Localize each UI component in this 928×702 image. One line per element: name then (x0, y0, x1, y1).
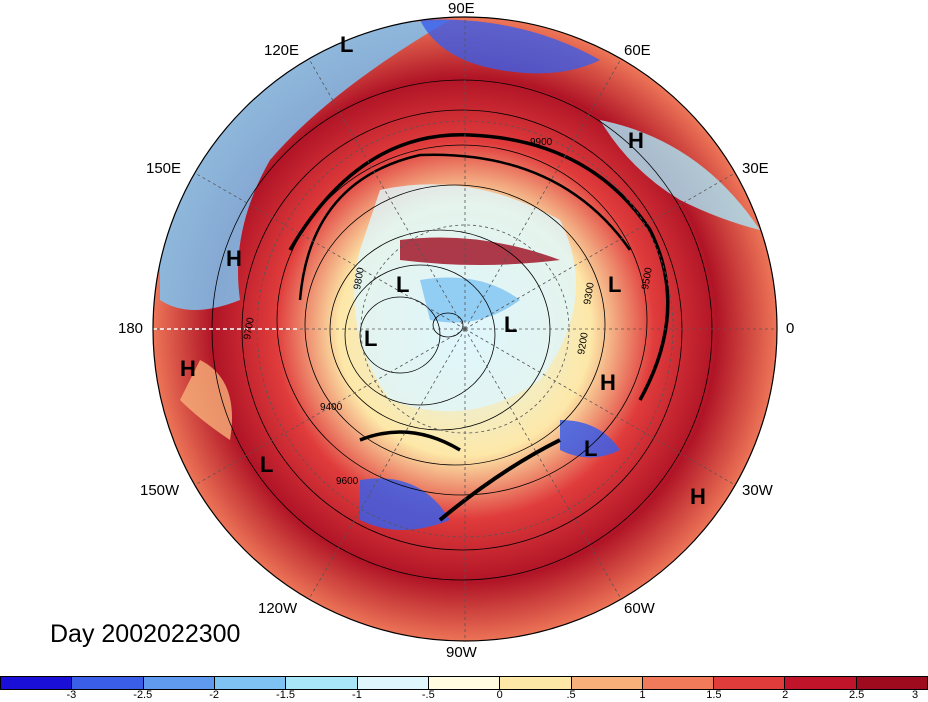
height-contour (344, 264, 496, 406)
colorbar-tick-label: .5 (566, 689, 576, 701)
lon-label-180: 180 (118, 320, 144, 337)
lon-label-30e: 30E (742, 160, 769, 177)
colorbar-swatch (785, 677, 857, 689)
colorbar-swatch (214, 677, 287, 689)
colorbar-swatch (714, 677, 786, 689)
high-pressure-marker: H (628, 128, 644, 153)
negative-anomaly-region (360, 478, 450, 530)
jet-contour (288, 133, 670, 401)
lon-label-0: 0 (786, 320, 795, 337)
day-label: Day 2002022300 (50, 620, 241, 648)
colorbar-tick-label: -1 (352, 689, 362, 701)
colorbar-tick-label: -2.5 (133, 689, 153, 701)
high-pressure-marker: H (226, 246, 242, 271)
lon-label-30w: 30W (742, 482, 773, 499)
high-pressure-marker: H (690, 484, 706, 509)
lon-label-60w: 60W (624, 600, 655, 617)
colorbar-swatch (143, 677, 215, 689)
colorbar-swatch (856, 677, 928, 689)
height-contour (304, 184, 606, 466)
jet-contour (438, 438, 561, 522)
colorbar-swatch (72, 677, 144, 689)
colorbar-tick-label: -.5 (421, 689, 435, 701)
colorbar-tick-label: -2 (209, 689, 220, 701)
low-pressure-marker: L (340, 32, 354, 57)
low-pressure-marker: L (584, 436, 598, 461)
colorbar-tick-label: 1.5 (706, 689, 722, 701)
jet-contour (298, 153, 632, 301)
height-contour (241, 109, 683, 551)
low-pressure-marker: L (504, 312, 518, 337)
colorbar-swatch (642, 677, 715, 689)
lon-label-60e: 60E (624, 42, 651, 59)
high-pressure-marker: H (180, 356, 196, 381)
low-pressure-marker: L (608, 272, 622, 297)
colorbar-tick-label: 2 (782, 689, 789, 701)
low-pressure-marker: L (364, 326, 378, 351)
lon-label-150e: 150E (146, 160, 182, 177)
jet-contour (359, 430, 461, 452)
map-border (152, 16, 778, 642)
lon-label-150w: 150W (140, 482, 180, 499)
colorbar-swatch (428, 677, 501, 689)
high-pressure-marker: H (600, 370, 616, 395)
graticule (153, 17, 777, 641)
colorbar-tick-label: -3 (66, 689, 77, 701)
colorbar-swatch (1, 677, 73, 689)
negative-anomaly-region (560, 420, 620, 458)
low-pressure-marker: L (260, 452, 274, 477)
colorbar-swatch (571, 677, 643, 689)
colorbar-tick-label: -1.5 (276, 689, 296, 701)
colorbar-tick-label: 0 (496, 689, 503, 701)
positive-anomaly-region (400, 237, 560, 265)
low-pressure-marker: L (396, 272, 410, 297)
lon-label-90w: 90W (446, 644, 477, 661)
height-contour (276, 144, 648, 496)
lon-label-90e: 90E (448, 0, 475, 17)
height-contour (211, 79, 713, 581)
colorbar (0, 676, 928, 690)
lon-label-120e: 120E (264, 42, 300, 59)
colorbar-tick-label: 2.5 (848, 689, 865, 701)
lon-label-120w: 120W (258, 600, 298, 617)
negative-anomaly-region (420, 277, 520, 323)
height-contour (432, 312, 464, 338)
colorbar-tick-label: 3 (911, 689, 919, 701)
colorbar-swatch (357, 677, 429, 689)
colorbar-swatch (286, 677, 358, 689)
colorbar-tick-label: 1 (639, 689, 646, 701)
negative-anomaly-region (600, 120, 760, 230)
positive-anomaly-region (180, 360, 232, 440)
colorbar-swatch (500, 677, 572, 689)
